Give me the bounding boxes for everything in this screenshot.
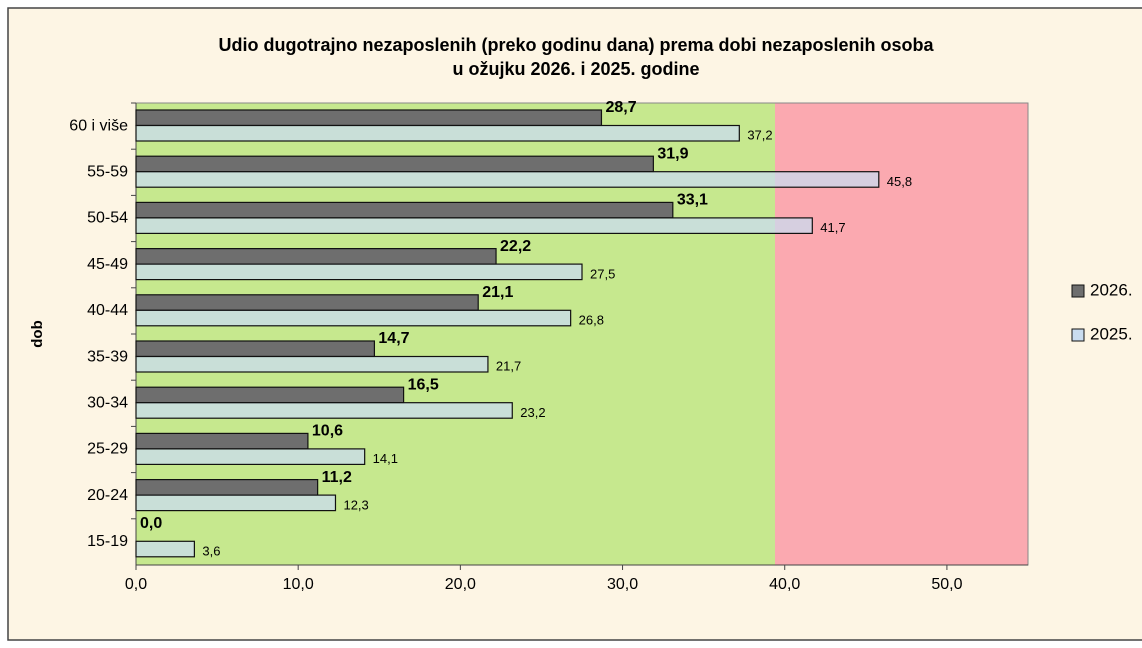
bar — [135, 402, 513, 419]
data-label: 33,1 — [677, 192, 708, 209]
bar — [135, 386, 405, 404]
y-tick-label: 60 i više — [69, 117, 128, 134]
y-tick-label: 20-24 — [87, 487, 128, 504]
data-label: 45,8 — [887, 174, 912, 189]
data-label: 12,3 — [343, 497, 368, 512]
legend-label: 2025. — [1090, 324, 1133, 343]
y-tick-label: 55-59 — [87, 164, 128, 181]
data-label: 31,9 — [657, 145, 688, 162]
data-label: 27,5 — [590, 266, 615, 281]
bar — [135, 171, 880, 188]
y-tick-label: 50-54 — [87, 210, 128, 227]
bar — [135, 479, 319, 496]
x-tick-label: 20,0 — [445, 576, 476, 593]
data-label: 14,1 — [373, 451, 398, 466]
bar — [135, 540, 195, 558]
bar — [135, 355, 489, 373]
x-tick-label: 50,0 — [931, 576, 962, 593]
y-tick-label: 25-29 — [87, 441, 128, 458]
x-tick-label: 0,0 — [125, 576, 147, 593]
data-label: 14,7 — [378, 330, 409, 347]
data-label: 10,6 — [312, 423, 343, 440]
legend-label: 2026. — [1090, 280, 1133, 299]
legend-swatch — [1071, 284, 1085, 298]
chart-title: Udio dugotrajno nezaposlenih (preko godi… — [218, 35, 934, 55]
bar — [135, 109, 603, 127]
y-tick-label: 45-49 — [87, 256, 128, 273]
chart-subtitle: u ožujku 2026. i 2025. godine — [452, 59, 699, 79]
y-tick-label: 35-39 — [87, 348, 128, 365]
data-label: 3,6 — [202, 543, 220, 558]
bar — [135, 201, 674, 219]
x-tick-label: 10,0 — [283, 576, 314, 593]
bar — [135, 155, 654, 173]
bar — [135, 263, 583, 281]
bar — [135, 494, 337, 512]
data-label: 11,2 — [322, 469, 352, 486]
y-tick-label: 30-34 — [87, 395, 128, 412]
y-tick-label: 15-19 — [87, 533, 128, 550]
bar — [135, 340, 376, 358]
bar — [135, 124, 740, 142]
data-label: 37,2 — [747, 128, 772, 143]
data-label: 0,0 — [140, 515, 162, 532]
data-label: 16,5 — [408, 376, 439, 393]
x-tick-label: 30,0 — [607, 576, 638, 593]
data-label: 22,2 — [500, 238, 531, 255]
bar — [135, 217, 813, 234]
bar — [135, 294, 479, 311]
data-label: 23,2 — [520, 405, 545, 420]
bar — [135, 448, 366, 465]
data-label: 28,7 — [605, 99, 636, 116]
y-tick-label: 40-44 — [87, 302, 128, 319]
bar — [135, 432, 309, 450]
data-label: 26,8 — [579, 312, 604, 327]
data-label: 21,1 — [482, 284, 513, 301]
legend-swatch — [1071, 328, 1085, 342]
y-axis-label: dob — [29, 320, 46, 348]
bar — [135, 309, 572, 327]
bar — [135, 248, 497, 265]
data-label: 41,7 — [820, 220, 845, 235]
x-tick-label: 40,0 — [769, 576, 800, 593]
data-label: 21,7 — [496, 359, 521, 374]
